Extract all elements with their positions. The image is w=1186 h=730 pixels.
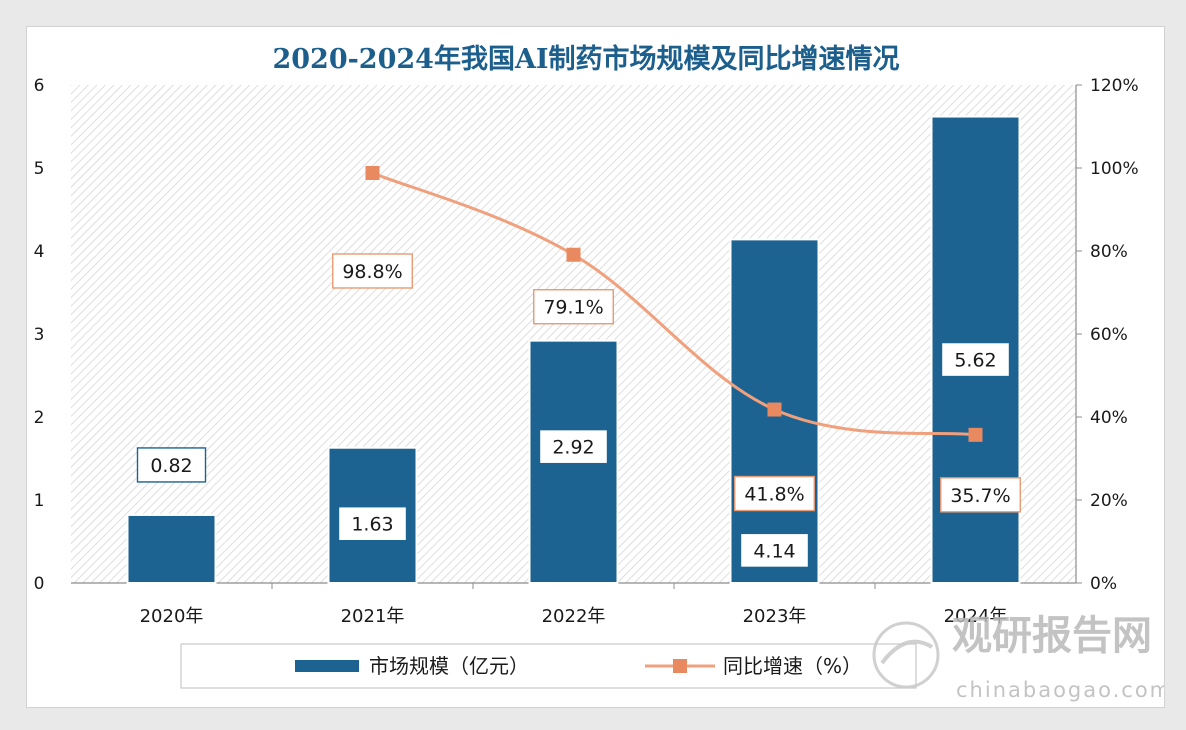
bar-value-label: 0.82 [150, 455, 192, 477]
right-y-tick-label: 120% [1090, 76, 1139, 96]
x-tick-label: 2020年 [140, 606, 204, 627]
chart-title: 2020-2024年我国AI制药市场规模及同比增速情况 [272, 43, 899, 75]
line-value-label-box [734, 475, 815, 512]
legend-line-marker [673, 659, 687, 673]
bar-value-label-box [940, 341, 1011, 378]
growth-line-series [365, 165, 983, 442]
left-y-tick-label: 4 [34, 242, 45, 262]
line-marker [365, 165, 380, 180]
line-value-label-box [533, 289, 614, 325]
bar-value-label-box [538, 428, 609, 465]
left-y-tick-label: 3 [34, 325, 45, 345]
bar [126, 513, 217, 584]
legend-line-label: 同比增速（%） [723, 654, 862, 678]
growth-line [371, 171, 976, 437]
right-y-tick-label: 80% [1090, 242, 1128, 262]
line-marker [566, 247, 581, 262]
right-y-tick-label: 40% [1090, 408, 1128, 428]
bar-value-label-box [739, 532, 810, 569]
legend-bar-label: 市场规模（亿元） [369, 654, 529, 678]
watermark-domain-text: chinabaogao.com [956, 678, 1164, 702]
watermark-logo-icon [872, 621, 940, 689]
left-y-tick-label: 5 [34, 159, 45, 179]
right-y-tick-label: 0% [1090, 574, 1117, 594]
bar-value-label-box [337, 506, 408, 542]
right-y-tick-label: 100% [1090, 159, 1139, 179]
line-value-label-box [940, 477, 1021, 513]
chart-frame: 2020-2024年我国AI制药市场规模及同比增速情况 0 1 2 3 4 5 6 0% 20%… [26, 26, 1165, 708]
x-tick-label: 2023年 [743, 606, 807, 627]
line-value-label: 98.8% [342, 261, 402, 283]
line-value-label: 79.1% [543, 297, 603, 319]
watermark-brand-text: 观研报告网 [952, 613, 1152, 659]
legend: 市场规模（亿元） 同比增速（%） [180, 643, 917, 689]
left-y-tick-label: 1 [34, 491, 45, 511]
legend-frame [180, 643, 917, 689]
line-value-label: 41.8% [744, 484, 804, 506]
right-y-tick-label: 20% [1090, 491, 1128, 511]
left-y-tick-label: 0 [34, 574, 45, 594]
watermark-logo-swoosh [880, 639, 934, 665]
legend-bar-swatch [295, 660, 359, 672]
line-value-label-box [332, 253, 413, 289]
x-tick-label: 2024年 [944, 606, 1008, 627]
line-marker [767, 402, 782, 417]
bar-value-label: 4.14 [753, 540, 795, 562]
bar-value-label: 1.63 [351, 514, 393, 536]
line-value-label: 35.7% [950, 485, 1010, 507]
bar-value-label: 2.92 [552, 437, 594, 459]
left-y-tick-label: 2 [34, 408, 45, 428]
line-marker [968, 427, 983, 442]
x-tick-label: 2022年 [542, 606, 606, 627]
x-tick-label: 2021年 [341, 606, 405, 627]
data-labels: 0.82 1.63 2.92 4.14 5.62 98.8% 79.1% 41.8% 35.7% [136, 253, 1021, 569]
bar-value-label-box [136, 447, 207, 483]
right-y-tick-label: 60% [1090, 325, 1128, 345]
bar-value-label: 5.62 [954, 350, 996, 372]
left-y-tick-label: 6 [34, 76, 45, 96]
watermark: 观研报告网 chinabaogao.com [872, 613, 1164, 702]
chart-canvas: 2020-2024年我国AI制药市场规模及同比增速情况 01234560%20%… [34, 43, 1164, 702]
